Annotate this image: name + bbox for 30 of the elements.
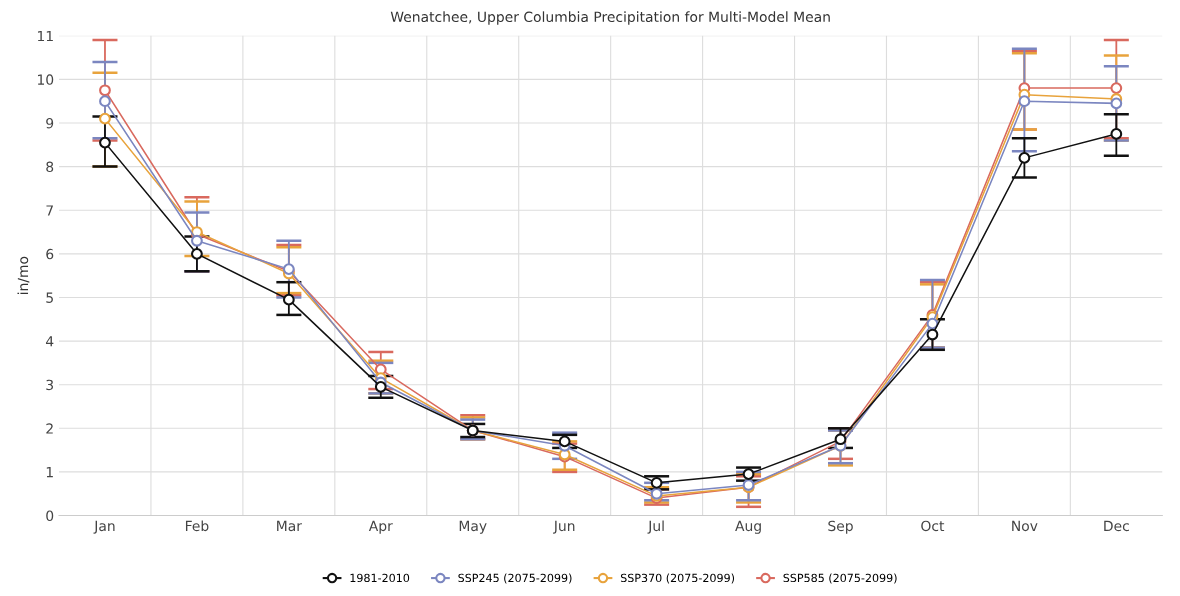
x-tick-label: Jan bbox=[93, 520, 115, 534]
legend-label: SSP585 (2075-2099) bbox=[783, 573, 897, 584]
y-tick-label: 6 bbox=[46, 248, 54, 260]
y-tick-label: 5 bbox=[46, 292, 53, 303]
x-tick-label: Nov bbox=[1012, 520, 1038, 532]
y-tick-label: 7 bbox=[46, 205, 53, 216]
legend-label: SSP245 (2075-2099) bbox=[458, 573, 572, 584]
x-tick-label: Aug bbox=[735, 520, 761, 534]
y-tick-label: 3 bbox=[46, 379, 54, 391]
y-tick-label: 8 bbox=[46, 161, 54, 173]
x-tick-label: Jul bbox=[647, 520, 664, 534]
y-tick-label: 10 bbox=[37, 74, 54, 85]
x-tick-label: Jun bbox=[553, 520, 575, 534]
y-tick-label: 0 bbox=[46, 510, 54, 522]
y-tick-label: 9 bbox=[46, 117, 54, 129]
y-tick-label: 4 bbox=[45, 336, 54, 347]
x-tick-label: May bbox=[459, 520, 487, 534]
x-tick-label: Apr bbox=[368, 520, 393, 534]
chart-title: Wenatchee, Upper Columbia Precipitation for Multi-Model Mean bbox=[390, 11, 830, 25]
x-tick-label: Sep bbox=[828, 520, 853, 534]
y-axis-title: in/mo bbox=[17, 256, 30, 295]
x-tick-label: Oct bbox=[921, 520, 945, 532]
y-tick-label: 2 bbox=[46, 423, 53, 434]
legend-label: 1981-2010 bbox=[350, 573, 410, 583]
y-tick-label: 1 bbox=[46, 467, 53, 478]
x-tick-label: Feb bbox=[185, 520, 209, 532]
legend-label: SSP370 (2075-2099) bbox=[620, 573, 735, 584]
y-tick-label: 11 bbox=[37, 30, 53, 42]
x-tick-label: Mar bbox=[277, 520, 302, 532]
x-tick-label: Dec bbox=[1104, 520, 1129, 532]
